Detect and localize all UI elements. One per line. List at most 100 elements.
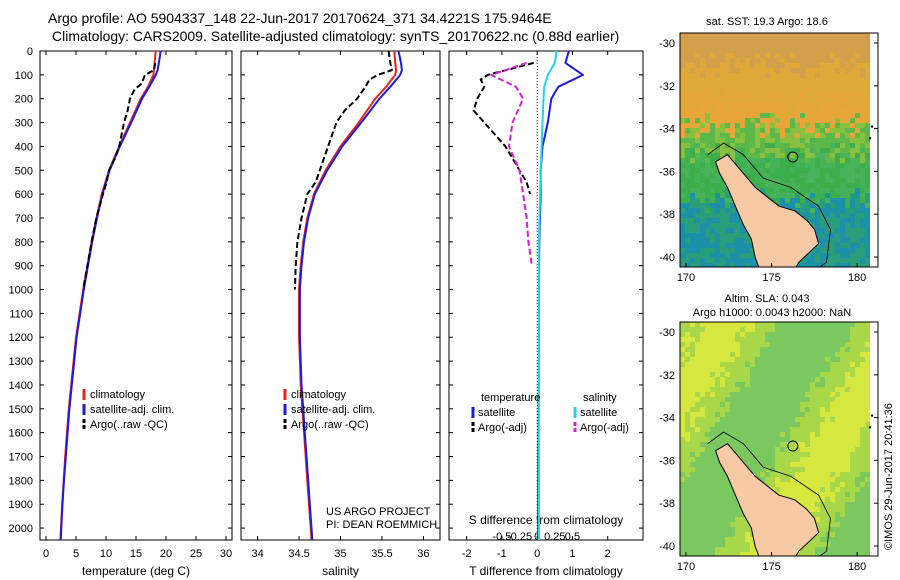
legend-label: climatology — [90, 389, 146, 401]
map-lat-label: -40 — [659, 252, 675, 264]
series-line-argo-raw-qc- — [293, 50, 393, 290]
map-field-map_sst — [680, 33, 878, 267]
legend-label: satellite — [478, 407, 515, 419]
x-tick-label: 35.5 — [371, 548, 392, 560]
island-dot — [868, 137, 872, 140]
legend-label: climatology — [291, 389, 347, 401]
panel-frame-difference — [448, 50, 644, 541]
contour-map_sst — [707, 142, 831, 267]
s-diff-axis-label: S difference from climatology — [469, 513, 624, 527]
depth-tick-label: 800 — [15, 237, 33, 249]
x-tick-label: -2 — [462, 548, 472, 560]
sst-title: sat. SST: 19.3 Argo: 18.6 — [706, 16, 828, 28]
x-axis-label: T difference from climatology — [469, 564, 623, 578]
x-tick-label: 10 — [100, 548, 112, 560]
depth-tick-label: 1500 — [9, 404, 33, 416]
x-tick-label: 36 — [417, 548, 429, 560]
map-field-map_sla — [680, 322, 878, 556]
float-location-marker — [787, 151, 799, 163]
depth-tick-label: 900 — [15, 261, 33, 273]
series-line-climatology — [59, 50, 157, 541]
depth-tick-label: 1300 — [9, 356, 33, 368]
island-dot — [868, 426, 872, 429]
depth-tick-label: 300 — [15, 118, 33, 130]
depth-tick-label: 1200 — [9, 332, 33, 344]
map-lat-label: -38 — [659, 498, 675, 510]
map-lat-label: -36 — [659, 455, 675, 467]
depth-tick-label: 1800 — [9, 475, 33, 487]
map-lat-label: -34 — [659, 124, 675, 136]
map-lon-label: 175 — [762, 561, 780, 573]
land-map_sla — [714, 443, 820, 556]
depth-tick-label: 1400 — [9, 380, 33, 392]
s-diff-tick-label: 0.25 — [544, 531, 565, 543]
s-diff-tick-label: -0.25 — [507, 531, 532, 543]
depth-tick-label: 1700 — [9, 452, 33, 464]
map-map_sst — [679, 32, 879, 268]
legend-title-salinity: salinity — [583, 392, 617, 404]
legend-label: Argo(-adj) — [580, 422, 629, 434]
x-tick-label: -1 — [497, 548, 507, 560]
map-lat-label: -34 — [659, 413, 675, 425]
project-annotation: US ARGO PROJECT — [326, 506, 431, 518]
series-line-satellite-adj-clim- — [59, 50, 162, 541]
imos-credit: ©IMOS 29-Jun-2017 20:41:36 — [883, 403, 895, 550]
depth-tick-label: 2000 — [9, 523, 33, 535]
legend-title-temperature: temperature — [481, 392, 540, 404]
depth-tick-label: 1600 — [9, 428, 33, 440]
map-lon-label: 175 — [762, 272, 780, 284]
island-dot — [870, 125, 874, 128]
map-lat-label: -36 — [659, 166, 675, 178]
depth-tick-label: 1900 — [9, 499, 33, 511]
s-diff-tick-label: 0.5 — [565, 531, 580, 543]
map-frame-map_sst — [679, 32, 879, 268]
map-lon-label: 170 — [677, 272, 695, 284]
legend-label: satellite-adj. clim. — [291, 404, 375, 416]
x-tick-label: 34 — [251, 548, 263, 560]
map-lon-label: 180 — [848, 561, 866, 573]
map-lon-label: 180 — [848, 272, 866, 284]
x-tick-label: 20 — [160, 548, 172, 560]
map-lon-label: 170 — [677, 561, 695, 573]
series-line-argo-raw-qc- — [82, 62, 157, 290]
x-tick-label: 25 — [190, 548, 202, 560]
map-map_sla — [679, 321, 879, 557]
legend-label: Argo(..raw -QC) — [291, 419, 369, 431]
depth-tick-label: 1100 — [9, 308, 33, 320]
plot-title-line2: Climatology: CARS2009. Satellite-adjuste… — [52, 28, 620, 44]
depth-tick-label: 700 — [15, 213, 33, 225]
map-lat-label: -30 — [659, 38, 675, 50]
legend-label: satellite — [580, 407, 617, 419]
map-frame-map_sla — [679, 321, 879, 557]
panel-frame-temperature — [39, 50, 233, 541]
series-line-temperature-satellite — [537, 50, 584, 540]
series-line-satellite-adj-clim- — [298, 50, 403, 541]
depth-tick-label: 500 — [15, 165, 33, 177]
legend-label: Argo(-adj) — [478, 422, 527, 434]
legend-label: satellite-adj. clim. — [90, 404, 174, 416]
depth-tick-label: 0 — [27, 46, 33, 58]
map-lat-label: -32 — [659, 370, 675, 382]
x-tick-label: 5 — [73, 548, 79, 560]
legend-label: Argo(..raw -QC) — [90, 419, 168, 431]
x-tick-label: 0 — [534, 548, 540, 560]
x-tick-label: 34.5 — [288, 548, 309, 560]
float-location-marker — [787, 440, 799, 452]
land-map_sst — [714, 154, 820, 267]
x-axis-label: salinity — [322, 564, 359, 578]
depth-tick-label: 100 — [15, 70, 33, 82]
s-diff-tick-label: 0 — [534, 531, 540, 543]
series-line-climatology — [298, 50, 398, 541]
sla-title-line1: Altim. SLA: 0.043 — [725, 293, 810, 305]
x-tick-label: 1 — [569, 548, 575, 560]
project-annotation: PI: DEAN ROEMMICH — [326, 519, 437, 531]
series-line-temperature-argo-adj- — [472, 61, 534, 195]
x-tick-label: 2 — [605, 548, 611, 560]
x-tick-label: 35 — [334, 548, 346, 560]
x-tick-label: 15 — [130, 548, 142, 560]
x-tick-label: 30 — [220, 548, 232, 560]
x-axis-label: temperature (deg C) — [82, 564, 190, 578]
series-line-salinity-satellite — [537, 50, 558, 540]
sla-title-line2: Argo h1000: 0.0043 h2000: NaN — [693, 307, 851, 319]
